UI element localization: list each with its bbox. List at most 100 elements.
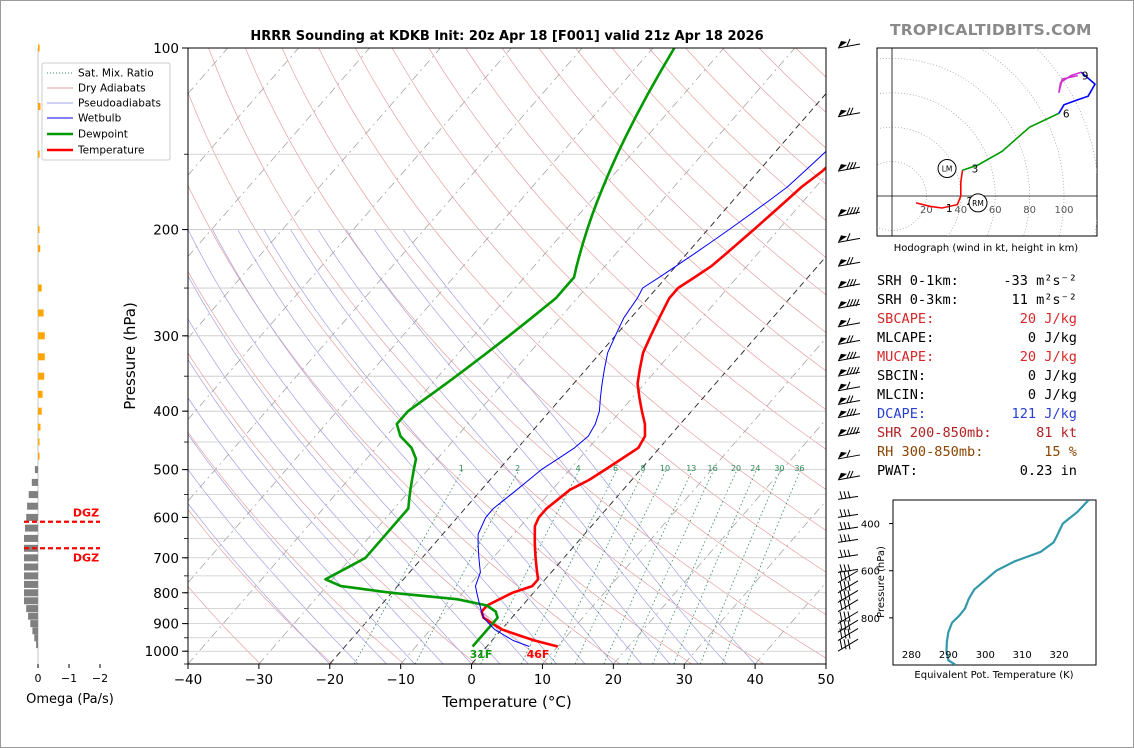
- hodograph-segment: [915, 170, 964, 209]
- barb-pennant: [838, 301, 847, 309]
- stat-label: SBCIN:: [877, 368, 927, 384]
- pseudo-adiabat: [345, 229, 699, 664]
- series-wetbulb: [475, 150, 826, 647]
- mixing-ratio-line: [652, 469, 738, 664]
- dry-adiabat: [281, 48, 826, 616]
- barb-feather: [849, 107, 854, 115]
- hodograph-height-label: 3: [972, 163, 979, 175]
- hodograph-caption: Hodograph (wind in kt, height in km): [894, 243, 1079, 254]
- wind-barb: [837, 509, 859, 518]
- mixing-ratio-label: 2: [515, 464, 520, 473]
- pseudo-adiabat: [263, 229, 614, 664]
- barb-feather: [846, 351, 851, 359]
- omega-bar: [38, 353, 45, 361]
- y-tick-label: 900: [153, 617, 179, 633]
- wind-barb: [837, 491, 859, 500]
- isotherm: [542, 337, 826, 664]
- series-temperature: [480, 165, 826, 648]
- wind-barb: [837, 161, 861, 172]
- dry-adiabat: [188, 352, 477, 664]
- barb-feather: [843, 570, 847, 581]
- theta-e-clip: [945, 500, 1090, 665]
- theta-e-line: [945, 500, 1090, 665]
- barb-feather: [843, 611, 847, 622]
- stat-value: 20 J/kg: [1019, 311, 1077, 327]
- barb-shaft: [837, 112, 861, 118]
- barb-feather: [847, 491, 851, 499]
- barb-shaft: [837, 628, 859, 641]
- hodograph-tick-label: 100: [1054, 205, 1073, 216]
- isotherm: [400, 174, 826, 664]
- barb-shaft: [837, 513, 859, 518]
- chart-title: HRRR Sounding at KDKB Init: 20z Apr 18 […: [250, 29, 763, 44]
- stat-row: SBCAPE: 20 J/kg: [877, 310, 1077, 329]
- legend-label-wetbulb: Wetbulb: [78, 113, 122, 125]
- barb-feather: [849, 299, 854, 307]
- barb-feather: [846, 470, 851, 479]
- wind-barb: [837, 549, 859, 559]
- isotherm: [188, 48, 583, 502]
- barb-feather: [849, 408, 854, 416]
- stat-row: DCAPE: 121 J/kg: [877, 405, 1077, 424]
- omega-bar: [26, 605, 38, 613]
- wind-barb: [837, 233, 861, 243]
- wind-barb: [837, 589, 859, 603]
- skewt-xlabel: Temperature (°C): [441, 693, 571, 711]
- legend: Sat. Mix. Ratio Dry Adiabats Pseudoadiab…: [41, 62, 171, 161]
- theta-e-ytick-label: 800: [861, 614, 880, 625]
- barb-feather: [839, 522, 843, 530]
- wind-barb: [837, 299, 861, 309]
- stats-table: SRH 0-1km: -33 m²s⁻² SRH 0-3km: 11 m²s⁻² SBC…: [877, 272, 1077, 481]
- legend-label-pseudo: Pseudoadiabats: [78, 98, 161, 110]
- barb-feather: [846, 107, 851, 115]
- barb-shaft: [837, 638, 859, 652]
- omega-bar: [38, 372, 45, 380]
- hodograph-height-label: 1: [946, 203, 953, 215]
- barb-shaft: [837, 356, 861, 362]
- omega-bar: [38, 390, 43, 398]
- barb-feather: [847, 564, 851, 572]
- hodograph-segment: [962, 112, 1060, 171]
- barb-feather: [852, 206, 857, 215]
- barb-pennant: [838, 337, 847, 345]
- pseudo-adiabat: [188, 275, 501, 664]
- storm-motion-label: LM: [942, 164, 953, 173]
- barb-feather: [839, 628, 843, 639]
- omega-bar: [34, 466, 38, 474]
- barb-feather: [847, 590, 851, 601]
- stat-value: 20 J/kg: [1019, 349, 1077, 365]
- barb-shaft: [837, 283, 861, 289]
- barb-feather: [855, 426, 860, 435]
- barb-shaft: [837, 580, 859, 594]
- wind-barb: [837, 628, 859, 641]
- mixing-ratio-line: [480, 469, 580, 664]
- barb-pennant: [838, 429, 847, 437]
- barb-shaft: [837, 589, 859, 603]
- pseudo-adiabat: [188, 397, 416, 664]
- omega-bar: [24, 534, 38, 542]
- mixing-ratio-label: 36: [794, 464, 804, 473]
- barb-feather: [846, 395, 851, 403]
- stat-row: SRH 0-1km: -33 m²s⁻²: [877, 272, 1077, 291]
- wind-barb: [837, 534, 859, 543]
- pseudo-adiabat: [317, 229, 671, 664]
- omega-bar: [24, 554, 38, 562]
- omega-bar: [24, 580, 38, 588]
- barb-feather: [847, 639, 851, 650]
- barb-feather: [846, 278, 851, 287]
- barb-feather: [847, 534, 851, 542]
- theta-e-xtick-label: 300: [976, 650, 995, 661]
- theta-e-ytick-label: 600: [861, 567, 880, 578]
- stat-value: 11 m²s⁻²: [1011, 292, 1077, 308]
- stat-row: SBCIN: 0 J/kg: [877, 367, 1077, 386]
- barb-pennant: [838, 209, 847, 217]
- barb-feather: [846, 335, 851, 343]
- omega-bar: [28, 491, 38, 499]
- barb-shaft: [837, 400, 861, 406]
- hodograph-segment: [1058, 71, 1097, 114]
- dry-adiabat: [355, 48, 826, 531]
- barb-feather: [846, 38, 851, 47]
- theta-e-xtick-label: 320: [1050, 650, 1069, 661]
- omega-bar: [38, 150, 40, 158]
- stat-value: 15 %: [1044, 444, 1077, 460]
